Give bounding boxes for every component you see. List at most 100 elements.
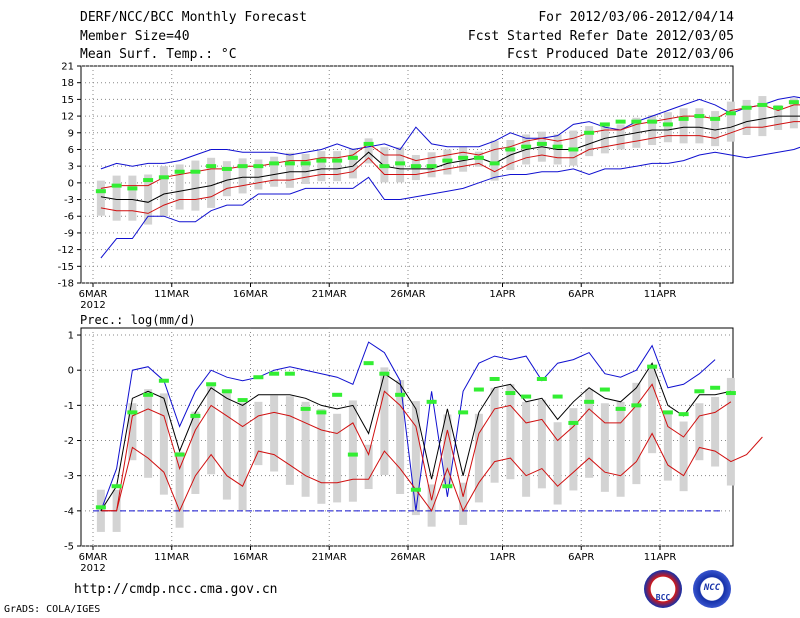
y-tick-label: -15 [58, 262, 74, 273]
median-marker [536, 376, 547, 381]
member-box [348, 148, 357, 179]
y-tick-label: 21 [61, 62, 74, 73]
member-box [238, 402, 247, 511]
member-box [443, 414, 452, 485]
source-url[interactable]: http://cmdp.ncc.cma.gov.cn [74, 582, 278, 597]
y-tick-label: 3 [68, 162, 74, 173]
member-box [191, 411, 200, 494]
median-marker [347, 452, 358, 457]
member-box [333, 151, 342, 182]
median-marker [505, 391, 516, 396]
member-box [616, 124, 625, 150]
median-marker [725, 111, 736, 116]
median-marker [568, 420, 579, 425]
median-marker [725, 391, 736, 396]
member-box [175, 164, 184, 210]
x-tick-label: 16MAR [233, 552, 268, 563]
median-marker [300, 406, 311, 411]
median-marker [662, 122, 673, 127]
y-tick-label: -9 [64, 228, 74, 239]
median-marker [316, 410, 327, 415]
mean-line [100, 362, 732, 512]
median-marker [647, 119, 658, 124]
median-marker [332, 158, 343, 163]
median-marker [426, 399, 437, 404]
member-box [333, 413, 342, 503]
median-marker [741, 105, 752, 110]
member-box [679, 421, 688, 492]
member-box [238, 158, 247, 194]
lower-line [100, 432, 763, 513]
member-box [270, 156, 279, 187]
member-box [569, 408, 578, 491]
member-box [742, 99, 751, 135]
member-box [285, 152, 294, 188]
y-tick-label: -3 [64, 195, 74, 206]
median-marker [284, 371, 295, 376]
member-box [490, 140, 499, 181]
median-marker [615, 119, 626, 124]
member-box [427, 484, 436, 527]
x-tick-label: 21MAR [312, 289, 347, 300]
member-box [396, 380, 405, 494]
x-tick-label: 1APR [489, 289, 515, 300]
member-box [506, 384, 515, 480]
member-box [663, 112, 672, 143]
median-marker [568, 147, 579, 152]
median-marker [363, 361, 374, 366]
member-box [254, 401, 263, 466]
member-box [726, 101, 735, 142]
member-box [411, 401, 420, 516]
median-marker [174, 452, 185, 457]
median-marker [426, 164, 437, 169]
x-tick-label: 16MAR [233, 289, 268, 300]
member-box [490, 387, 499, 483]
median-marker [552, 144, 563, 149]
member-box [711, 111, 720, 147]
member-box [522, 401, 531, 497]
min-line [100, 146, 800, 259]
median-marker [190, 169, 201, 174]
median-marker [143, 178, 154, 183]
median-marker [95, 505, 106, 510]
member-box [159, 166, 168, 217]
median-marker [710, 385, 721, 390]
median-marker [206, 164, 217, 169]
median-marker [599, 122, 610, 127]
y-tick-label: -2 [64, 436, 74, 447]
member-box [317, 408, 326, 504]
member-size: Member Size=40 [80, 29, 190, 44]
member-box [270, 395, 279, 472]
y-tick-label: 0 [68, 178, 74, 189]
x-tick-label: 11MAR [154, 552, 189, 563]
chart-panel-2: 1 0 -1 -2 -3 -4 -5 6MAR 11MAR 16MAR 21MAR 26MAR 1APR… [64, 313, 763, 574]
median-marker [206, 382, 217, 387]
median-marker [410, 164, 421, 169]
member-box [254, 159, 263, 190]
y-tick-label: -6 [64, 212, 74, 223]
member-box [348, 400, 357, 502]
member-box [159, 393, 168, 495]
member-box [207, 157, 216, 208]
member-box [726, 377, 735, 486]
chart-panel-1: 21 18 15 12 9 6 3 0 -3 -6 -9 -12 -15 -18 6MAR 11MAR 16MA… [58, 62, 800, 311]
median-marker [395, 392, 406, 397]
y-tick-label: 0 [68, 366, 74, 377]
median-marker [489, 161, 500, 166]
median-marker [284, 161, 295, 166]
median-marker [678, 412, 689, 417]
median-marker [269, 161, 280, 166]
y-tick-label: 12 [61, 112, 74, 123]
median-marker [379, 371, 390, 376]
member-box [585, 389, 594, 478]
member-box [317, 151, 326, 182]
member-box [774, 104, 783, 130]
y-tick-label: 18 [61, 78, 74, 89]
median-marker [788, 100, 799, 105]
median-marker [332, 392, 343, 397]
median-marker [584, 130, 595, 135]
y-tick-label: -1 [64, 401, 74, 412]
median-marker [757, 102, 768, 107]
y-tick-label: 9 [68, 128, 74, 139]
median-marker [395, 161, 406, 166]
